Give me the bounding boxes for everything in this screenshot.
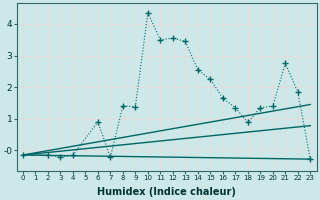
X-axis label: Humidex (Indice chaleur): Humidex (Indice chaleur) — [97, 187, 236, 197]
